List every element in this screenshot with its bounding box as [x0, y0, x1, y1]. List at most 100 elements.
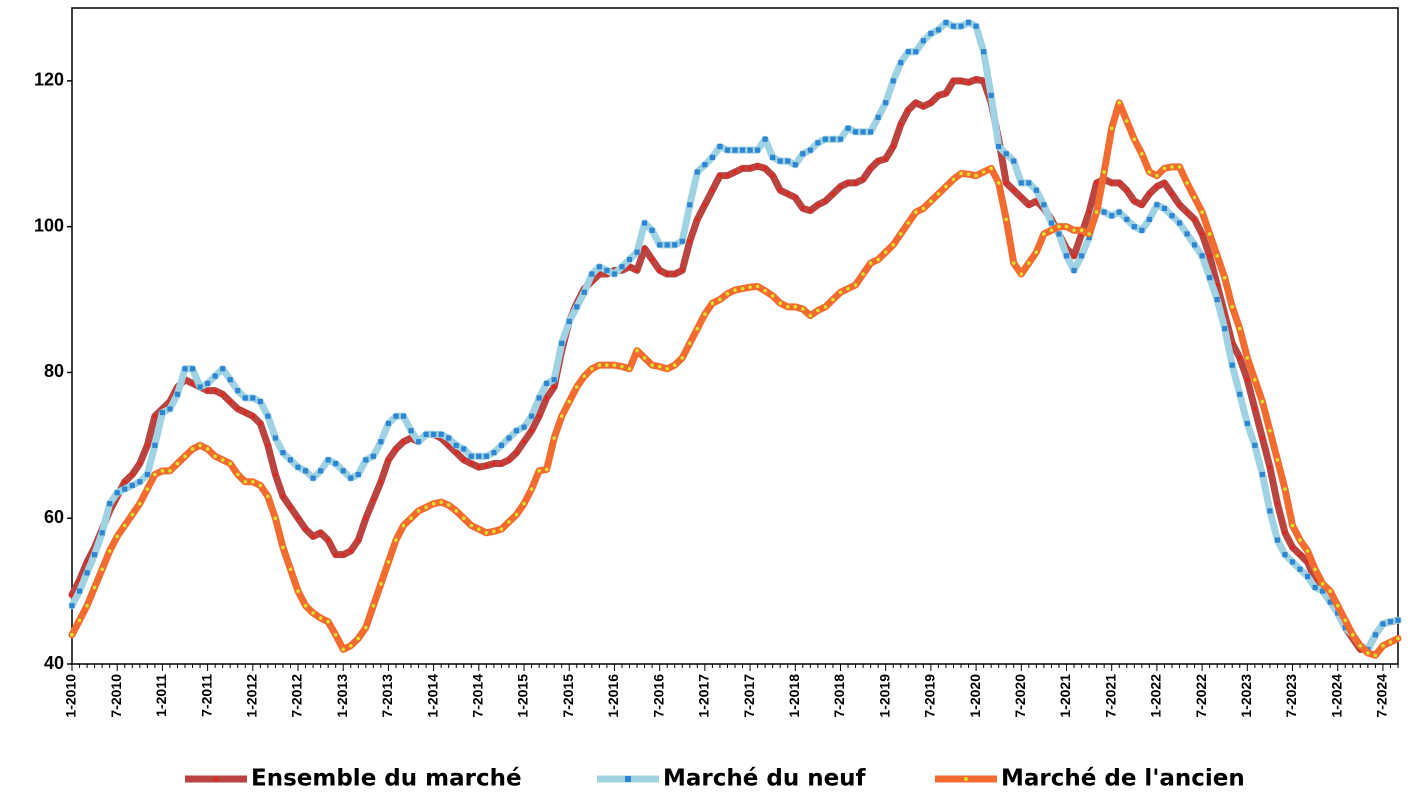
marker [386, 560, 391, 564]
marker [1260, 436, 1265, 440]
marker [1192, 217, 1197, 222]
marker [1034, 250, 1039, 254]
marker [793, 195, 798, 200]
marker [1267, 508, 1273, 514]
marker [1200, 210, 1204, 214]
marker [1177, 203, 1182, 207]
marker [198, 443, 202, 448]
marker [137, 479, 143, 485]
marker [84, 570, 90, 576]
marker [213, 388, 217, 393]
marker [1268, 428, 1272, 433]
marker [114, 490, 120, 496]
marker [838, 184, 843, 189]
marker [370, 453, 376, 459]
x-tick-label: 7-2013 [379, 674, 395, 718]
marker [453, 442, 459, 448]
marker [385, 420, 392, 427]
marker [1048, 220, 1055, 226]
marker [415, 439, 422, 445]
marker [1109, 181, 1114, 185]
marker [823, 305, 828, 309]
x-tick-label: 1-2022 [1148, 674, 1164, 718]
marker [868, 166, 873, 171]
marker [220, 458, 225, 462]
marker [770, 294, 775, 298]
marker [906, 108, 911, 112]
marker [484, 463, 489, 468]
marker [476, 453, 482, 459]
marker [951, 177, 956, 182]
marker [748, 285, 752, 289]
marker [1155, 173, 1159, 178]
marker [807, 147, 813, 153]
marker [310, 475, 316, 481]
marker [551, 377, 557, 383]
marker [1117, 181, 1122, 185]
x-tick-label: 7-2021 [1102, 674, 1118, 718]
marker [1154, 202, 1160, 208]
marker [665, 367, 669, 371]
marker [499, 527, 504, 531]
marker [1162, 166, 1167, 171]
marker [318, 616, 323, 620]
marker [379, 479, 383, 484]
marker [1147, 170, 1152, 174]
marker [484, 531, 489, 535]
legend-label: Ensemble du marché [251, 766, 522, 792]
marker [280, 450, 286, 456]
marker [846, 286, 850, 291]
marker [1003, 151, 1009, 157]
marker [348, 549, 353, 553]
x-tick-label: 7-2017 [741, 674, 757, 718]
marker [311, 534, 315, 539]
marker [837, 136, 844, 142]
marker [1072, 228, 1076, 233]
marker [574, 385, 579, 389]
marker [1260, 399, 1265, 404]
marker [1169, 213, 1175, 219]
marker [755, 284, 760, 289]
marker [604, 267, 610, 273]
x-tick-label: 1-2021 [1057, 674, 1073, 718]
marker [85, 603, 89, 608]
series-line [68, 19, 1402, 653]
marker [732, 147, 738, 153]
marker [718, 297, 722, 302]
marker [1109, 126, 1114, 131]
marker [242, 395, 248, 401]
marker [1283, 531, 1287, 535]
marker [197, 384, 203, 390]
marker [965, 19, 972, 26]
marker [703, 203, 707, 207]
marker [1304, 573, 1311, 580]
marker [355, 471, 361, 478]
marker [883, 100, 889, 106]
marker [747, 147, 753, 153]
marker [959, 171, 963, 176]
marker [288, 567, 293, 572]
marker [1259, 471, 1265, 478]
marker [251, 479, 255, 484]
marker [1027, 203, 1031, 207]
marker [1275, 458, 1280, 462]
marker [379, 582, 383, 586]
marker [302, 468, 309, 474]
marker [1380, 621, 1386, 627]
marker [597, 272, 602, 276]
marker [288, 505, 293, 510]
marker [477, 527, 481, 531]
marker [205, 447, 210, 451]
marker [333, 460, 339, 467]
marker [875, 114, 881, 120]
marker [649, 227, 655, 233]
marker [364, 625, 368, 630]
marker [664, 242, 670, 248]
marker [1034, 199, 1039, 203]
marker [522, 439, 526, 444]
marker [853, 283, 858, 287]
marker [763, 166, 767, 171]
marker [250, 395, 256, 401]
marker [1312, 584, 1318, 591]
